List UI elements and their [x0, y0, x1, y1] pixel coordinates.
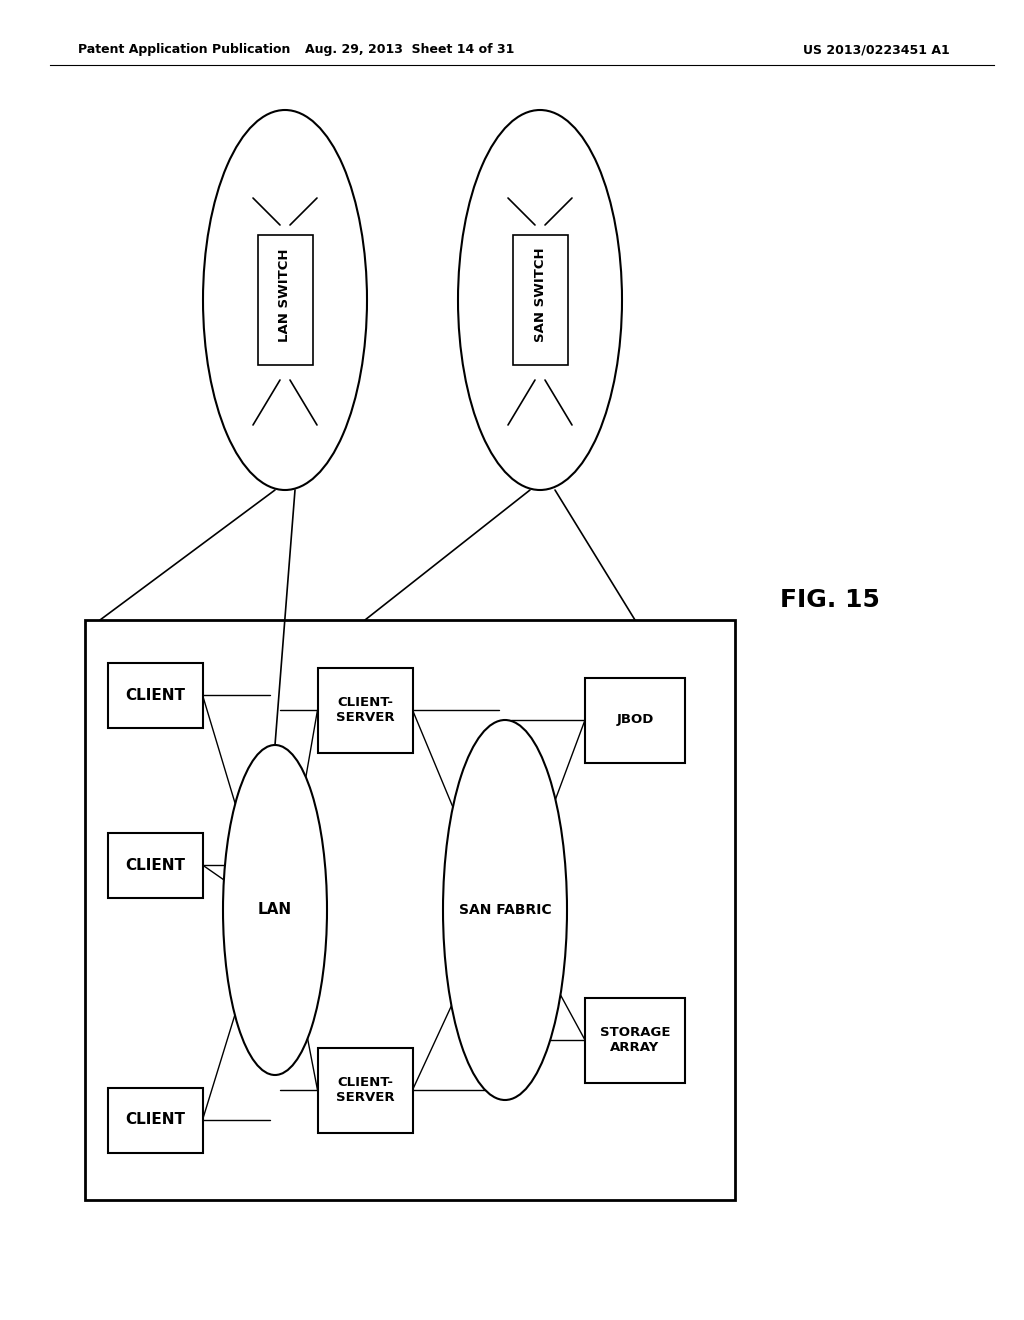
Text: FIG. 15: FIG. 15 — [780, 587, 880, 612]
Ellipse shape — [443, 719, 567, 1100]
Ellipse shape — [203, 110, 367, 490]
Text: CLIENT-
SERVER: CLIENT- SERVER — [336, 696, 394, 723]
Text: US 2013/0223451 A1: US 2013/0223451 A1 — [803, 44, 950, 57]
Bar — [317, 668, 413, 752]
Text: STORAGE
ARRAY: STORAGE ARRAY — [600, 1026, 671, 1053]
Text: LAN SWITCH: LAN SWITCH — [279, 248, 292, 342]
Bar — [585, 998, 685, 1082]
Text: JBOD: JBOD — [616, 714, 653, 726]
Bar — [108, 1088, 203, 1152]
Text: Patent Application Publication: Patent Application Publication — [78, 44, 291, 57]
Text: LAN: LAN — [258, 903, 292, 917]
Text: CLIENT: CLIENT — [125, 688, 185, 702]
Bar — [85, 620, 735, 1200]
Text: CLIENT: CLIENT — [125, 858, 185, 873]
Text: CLIENT-
SERVER: CLIENT- SERVER — [336, 1076, 394, 1104]
Ellipse shape — [223, 744, 327, 1074]
Bar — [512, 235, 567, 366]
Text: Aug. 29, 2013  Sheet 14 of 31: Aug. 29, 2013 Sheet 14 of 31 — [305, 44, 515, 57]
Bar — [585, 677, 685, 763]
Text: CLIENT: CLIENT — [125, 1113, 185, 1127]
Bar — [317, 1048, 413, 1133]
Bar — [108, 663, 203, 727]
Text: SAN SWITCH: SAN SWITCH — [534, 248, 547, 342]
Text: SAN FABRIC: SAN FABRIC — [459, 903, 551, 917]
Bar — [108, 833, 203, 898]
Ellipse shape — [458, 110, 622, 490]
Bar — [257, 235, 312, 366]
